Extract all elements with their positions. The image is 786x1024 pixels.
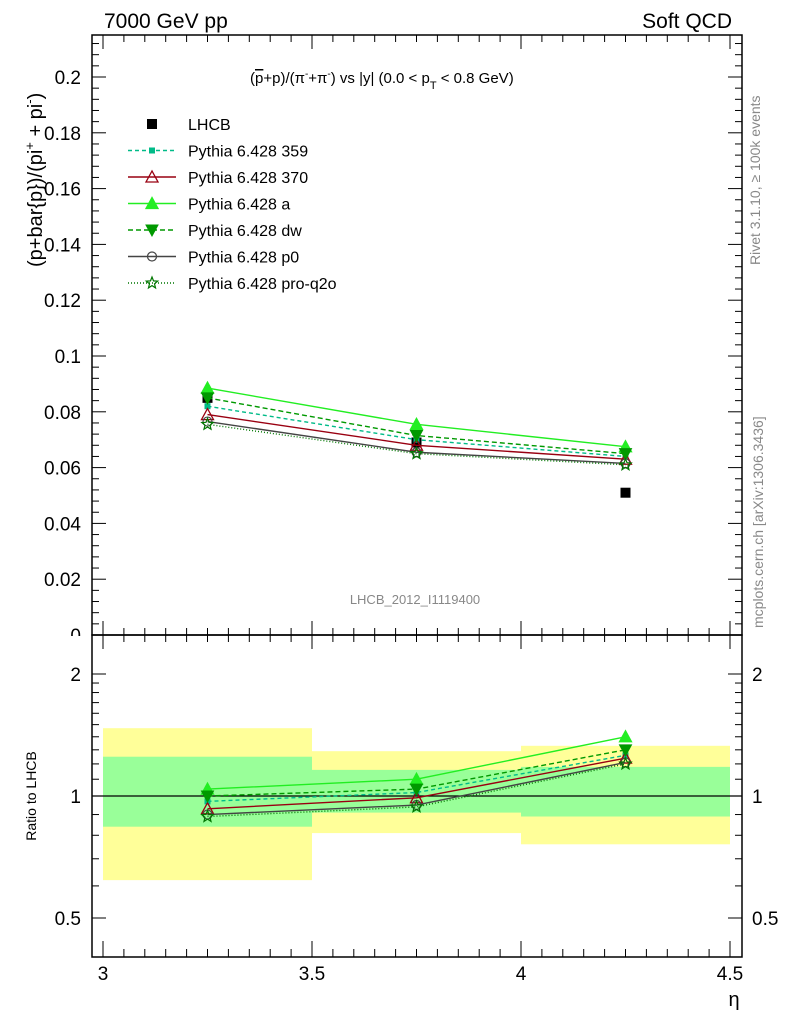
x-tick-label: 4 — [516, 964, 527, 985]
legend-label: LHCB — [188, 117, 231, 134]
legend-marker — [147, 119, 157, 129]
data-point-pythia-6-428-dw — [409, 430, 424, 443]
data-point-pythia-6-428-a — [618, 729, 633, 743]
ratio-y-tick-label-right: 1 — [752, 787, 763, 808]
y-tick-label: 0.12 — [44, 291, 81, 312]
y-tick-label: 0.1 — [55, 347, 81, 368]
series-line-pythia-6-428-p0 — [207, 761, 626, 816]
data-point-pythia-6-428-pro-q2o — [409, 445, 424, 460]
series-pythia-6-428-dw — [200, 392, 633, 461]
band-inner — [521, 766, 730, 817]
data-point-pythia-6-428-pro-q2o — [409, 799, 424, 814]
legend-label: Pythia 6.428 pro-q2o — [188, 276, 337, 293]
legend-label: Pythia 6.428 359 — [188, 144, 308, 161]
series-line-pythia-6-428-359 — [207, 754, 626, 803]
data-point-pythia-6-428-370 — [409, 790, 424, 804]
data-point-pythia-6-428-dw — [409, 783, 424, 797]
y-tick-label: 0.08 — [44, 403, 81, 424]
plot-title: (p+p)/(π-+π-) vs |y| (0.0 < pT < 0.8 GeV… — [250, 69, 514, 92]
legend-marker — [145, 224, 159, 238]
ratio-y-tick-label: 2 — [70, 665, 81, 686]
series-line-pythia-6-428-370 — [207, 413, 626, 460]
main-axes: 0.020.040.060.080.10.120.140.160.180.20 — [44, 34, 743, 648]
legend-marker — [146, 251, 158, 262]
legend-marker — [144, 169, 160, 183]
y-tick-label: 0.2 — [55, 68, 81, 89]
data-point-lhcb — [620, 487, 631, 498]
series-pythia-6-428-pro-q2o — [200, 416, 633, 472]
x-tick-label: 4.5 — [717, 964, 743, 985]
series-line-pythia-6-428-370 — [207, 757, 626, 810]
legend-marker — [149, 147, 155, 154]
data-point-pythia-6-428-pro-q2o — [200, 808, 215, 823]
ratio-y-tick-label: 1 — [70, 787, 81, 808]
series-pythia-6-428-pro-q2o — [200, 756, 633, 823]
legend-label: Pythia 6.428 dw — [188, 223, 302, 240]
legend-marker — [144, 196, 160, 210]
data-point-pythia-6-428-dw — [200, 392, 215, 405]
series-pythia-6-428-dw — [200, 744, 633, 804]
legend-entry-pythia-6-428-a: Pythia 6.428 a — [128, 196, 290, 214]
pbar-symbol: p — [255, 70, 263, 87]
data-point-pythia-6-428-a — [409, 416, 424, 431]
series-line-pythia-6-428-pro-q2o — [207, 763, 626, 818]
data-point-pythia-6-428-pro-q2o — [618, 457, 633, 472]
ratio-uncertainty-bands — [103, 728, 730, 881]
legend-entry-pythia-6-428-dw: Pythia 6.428 dw — [128, 223, 302, 240]
legend-label: Pythia 6.428 p0 — [188, 250, 299, 267]
tick-label-mask — [60, 636, 90, 648]
legend-entry-pythia-6-428-370: Pythia 6.428 370 — [128, 169, 308, 187]
main-panel: LHCB_2012_I1119400 0.02 0.04 0.06 0.08 0.1 0.… — [22, 34, 743, 648]
data-point-pythia-6-428-pro-q2o — [200, 416, 215, 431]
x-tick-label: 3 — [98, 964, 109, 985]
ratio-series-group — [200, 729, 633, 823]
y-tick-label: 0.18 — [44, 124, 81, 145]
ratio-panel: 0.5 0.5 1 1 2 2 3 3.5 4 4.5 Ratio to LHCB η — [23, 634, 778, 1011]
series-line-pythia-6-428-p0 — [207, 420, 626, 465]
y-tick-label: 0.14 — [44, 235, 81, 256]
x-axis-label: η — [728, 989, 739, 1011]
ratio-y-tick-label-right: 2 — [752, 665, 763, 686]
header-right: Soft QCD — [642, 10, 732, 33]
legend-label: Pythia 6.428 a — [188, 197, 290, 214]
legend-label: Pythia 6.428 370 — [188, 170, 308, 187]
ratio-y-tick-label-right: 0.5 — [752, 909, 778, 930]
data-point-pythia-6-428-dw — [618, 448, 633, 461]
x-tick-label: 3.5 — [299, 964, 325, 985]
data-point-pythia-6-428-dw — [618, 744, 633, 757]
y-tick-label: 0.04 — [44, 514, 81, 535]
mcplots-credit-label: mcplots.cern.ch [arXiv:1306.3436] — [750, 416, 766, 628]
legend: LHCB Pythia 6.428 359 Pythia 6.428 370 Pyth… — [128, 117, 337, 293]
ratio-axes: 0.5 0.5 1 1 2 2 3 3.5 4 4.5 — [55, 634, 778, 985]
legend-entry-pythia-6-428-359: Pythia 6.428 359 — [128, 144, 308, 161]
rivet-version-label: Rivet 3.1.10, ≥ 100k events — [747, 95, 763, 265]
analysis-watermark: LHCB_2012_I1119400 — [350, 592, 480, 607]
ratio-y-tick-label: 0.5 — [55, 909, 81, 930]
data-point-pythia-6-428-dw — [200, 790, 215, 804]
main-series-group — [200, 380, 633, 498]
data-point-pythia-6-428-pro-q2o — [618, 756, 633, 771]
y-tick-label: 0.06 — [44, 459, 81, 480]
data-point-pythia-6-428-370 — [200, 801, 215, 815]
data-point-pythia-6-428-370 — [409, 437, 424, 451]
y-tick-label: 0.02 — [44, 570, 81, 591]
legend-entry-pythia-6-428-pro-q2o: Pythia 6.428 pro-q2o — [128, 275, 337, 293]
legend-entry-lhcb: LHCB — [147, 117, 231, 134]
y-tick-label: 0.16 — [44, 180, 81, 201]
data-point-pythia-6-428-a — [200, 380, 215, 394]
main-y-axis-label: (p+bar{p})/(pi+ + pi-) — [22, 93, 47, 267]
header-left: 7000 GeV pp — [104, 10, 228, 33]
data-point-pythia-6-428-359 — [204, 403, 211, 410]
legend-entry-pythia-6-428-p0: Pythia 6.428 p0 — [128, 250, 299, 267]
ratio-y-axis-label: Ratio to LHCB — [23, 751, 39, 840]
legend-marker — [144, 275, 160, 290]
